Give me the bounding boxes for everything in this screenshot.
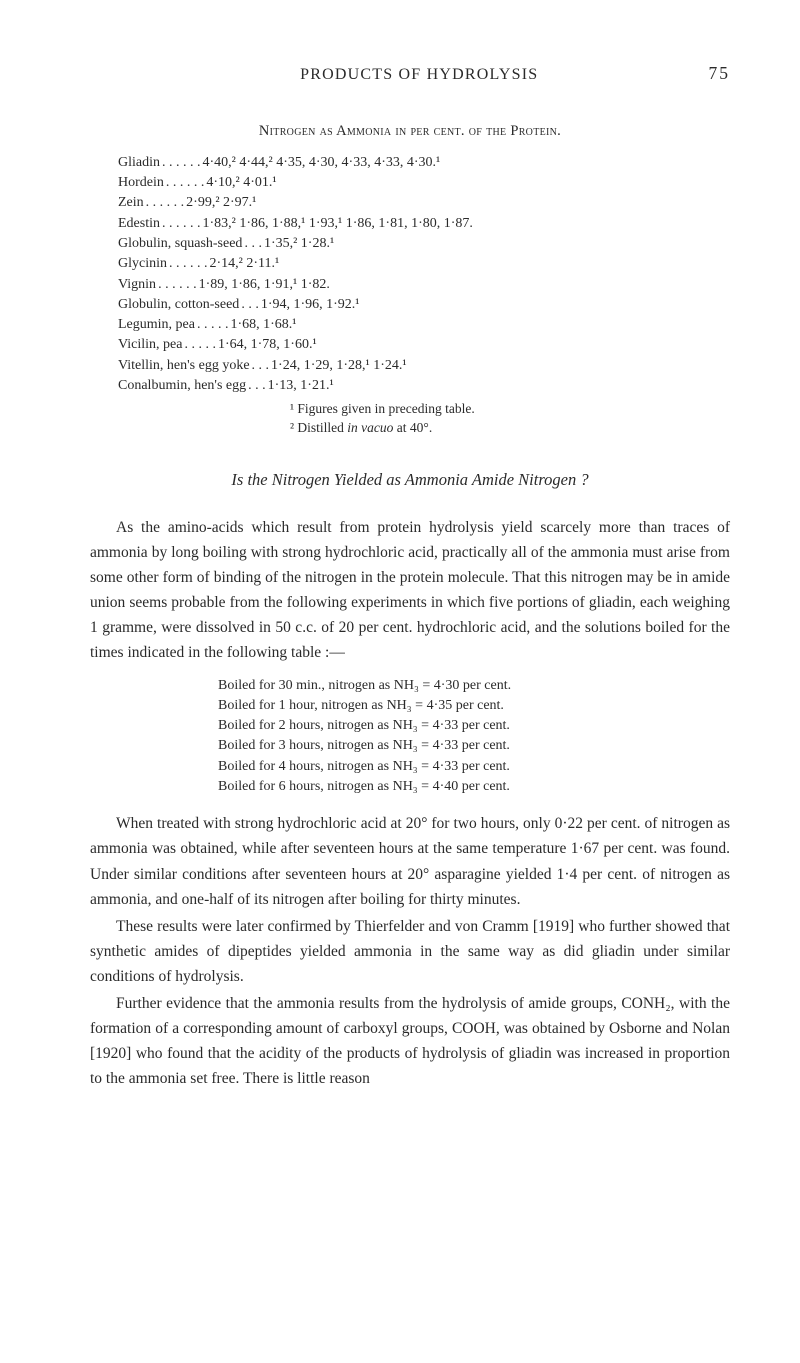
row-label: Gliadin <box>118 153 160 173</box>
footnote-2b-italic: in vacuo <box>347 420 393 435</box>
row-label: Zein <box>118 193 144 213</box>
table-row: Hordein . . . . . . 4·10,² 4·01.¹ <box>118 173 730 193</box>
row-values: 4·10,² 4·01.¹ <box>206 173 276 193</box>
footnotes: ¹ Figures given in preceding table. ² Di… <box>290 400 730 438</box>
page-header: PRODUCTS OF HYDROLYSIS 75 <box>90 60 730 87</box>
row-values: 1·13, 1·21.¹ <box>268 376 334 396</box>
footnote-2a: ² Distilled <box>290 420 347 435</box>
row-label: Globulin, squash-seed <box>118 234 242 254</box>
paragraph-3: These results were later confirmed by Th… <box>90 914 730 989</box>
dot-leader: . . . . . . <box>144 193 187 213</box>
page-number: 75 <box>709 60 731 86</box>
row-label: Edestin <box>118 214 160 234</box>
row-label: Vignin <box>118 275 156 295</box>
boiled-line: Boiled for 4 hours, nitrogen as NH₃ = 4·… <box>218 757 730 777</box>
row-values: 4·40,² 4·44,² 4·35, 4·30, 4·33, 4·33, 4·… <box>203 153 441 173</box>
italic-subheading: Is the Nitrogen Yielded as Ammonia Amide… <box>90 468 730 493</box>
dot-leader: . . . <box>250 356 272 376</box>
row-label: Glycinin <box>118 254 167 274</box>
dot-leader: . . . . . <box>182 335 218 355</box>
dot-leader: . . . <box>239 295 261 315</box>
row-values: 2·99,² 2·97.¹ <box>186 193 256 213</box>
data-table: Gliadin . . . . . . 4·40,² 4·44,² 4·35, … <box>118 153 730 397</box>
boiled-line: Boiled for 3 hours, nitrogen as NH₃ = 4·… <box>218 736 730 756</box>
dot-leader: . . . . . . <box>167 254 210 274</box>
row-values: 1·68, 1·68.¹ <box>230 315 296 335</box>
row-values: 1·89, 1·86, 1·91,¹ 1·82. <box>199 275 330 295</box>
dot-leader: . . . . . <box>195 315 231 335</box>
paragraph-1: As the amino-acids which result from pro… <box>90 515 730 666</box>
table-row: Edestin . . . . . . 1·83,² 1·86, 1·88,¹ … <box>118 214 730 234</box>
paragraph-4: Further evidence that the ammonia result… <box>90 991 730 1091</box>
table-row: Vicilin, pea . . . . . 1·64, 1·78, 1·60.… <box>118 335 730 355</box>
row-values: 1·35,² 1·28.¹ <box>264 234 334 254</box>
dot-leader: . . . . . . <box>164 173 207 193</box>
dot-leader: . . . . . . <box>156 275 199 295</box>
dot-leader: . . . . . . <box>160 214 203 234</box>
boiled-line: Boiled for 2 hours, nitrogen as NH₃ = 4·… <box>218 716 730 736</box>
table-row: Globulin, squash-seed . . . 1·35,² 1·28.… <box>118 234 730 254</box>
boiled-line: Boiled for 30 min., nitrogen as NH₃ = 4·… <box>218 676 730 696</box>
table-row: Globulin, cotton-seed . . . 1·94, 1·96, … <box>118 295 730 315</box>
dot-leader: . . . . . . <box>160 153 203 173</box>
footnote-2c: at 40°. <box>393 420 432 435</box>
table-row: Gliadin . . . . . . 4·40,² 4·44,² 4·35, … <box>118 153 730 173</box>
table-row: Conalbumin, hen's egg . . . 1·13, 1·21.¹ <box>118 376 730 396</box>
boiled-line: Boiled for 1 hour, nitrogen as NH₃ = 4·3… <box>218 696 730 716</box>
row-values: 1·64, 1·78, 1·60.¹ <box>218 335 317 355</box>
table-row: Legumin, pea . . . . . 1·68, 1·68.¹ <box>118 315 730 335</box>
footnote-2: ² Distilled in vacuo at 40°. <box>290 419 730 438</box>
dot-leader: . . . <box>242 234 264 254</box>
row-label: Hordein <box>118 173 164 193</box>
table-row: Glycinin . . . . . . 2·14,² 2·11.¹ <box>118 254 730 274</box>
row-label: Conalbumin, hen's egg <box>118 376 246 396</box>
boiled-line: Boiled for 6 hours, nitrogen as NH₃ = 4·… <box>218 777 730 797</box>
row-values: 1·24, 1·29, 1·28,¹ 1·24.¹ <box>271 356 407 376</box>
row-values: 2·14,² 2·11.¹ <box>210 254 280 274</box>
row-values: 1·94, 1·96, 1·92.¹ <box>261 295 360 315</box>
row-label: Globulin, cotton-seed <box>118 295 239 315</box>
row-values: 1·83,² 1·86, 1·88,¹ 1·93,¹ 1·86, 1·81, 1… <box>203 214 473 234</box>
row-label: Legumin, pea <box>118 315 195 335</box>
table-row: Zein . . . . . . 2·99,² 2·97.¹ <box>118 193 730 213</box>
table-row: Vitellin, hen's egg yoke . . . 1·24, 1·2… <box>118 356 730 376</box>
boiled-results-block: Boiled for 30 min., nitrogen as NH₃ = 4·… <box>218 676 730 798</box>
section-caption: Nitrogen as Ammonia in per cent. of the … <box>90 121 730 143</box>
paragraph-2: When treated with strong hydrochloric ac… <box>90 811 730 911</box>
footnote-1: ¹ Figures given in preceding table. <box>290 400 730 419</box>
row-label: Vitellin, hen's egg yoke <box>118 356 250 376</box>
dot-leader: . . . <box>246 376 268 396</box>
table-row: Vignin . . . . . . 1·89, 1·86, 1·91,¹ 1·… <box>118 275 730 295</box>
running-head: PRODUCTS OF HYDROLYSIS <box>130 63 709 87</box>
row-label: Vicilin, pea <box>118 335 182 355</box>
